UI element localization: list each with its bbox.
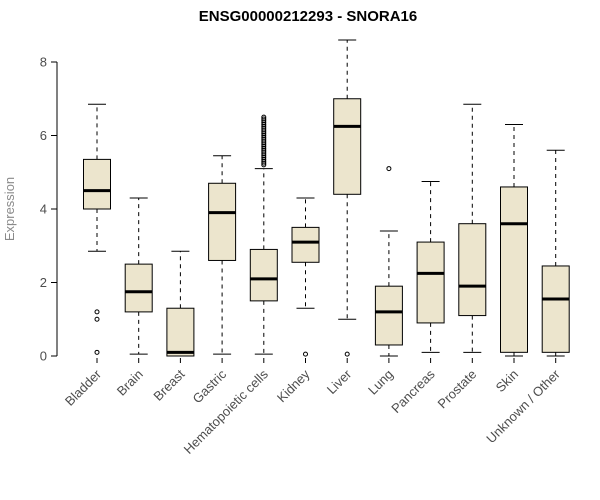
box bbox=[541, 265, 570, 353]
y-tick-label: 6 bbox=[40, 128, 47, 143]
x-category-label: Prostate bbox=[435, 367, 480, 412]
x-category-label: Skin bbox=[493, 367, 521, 395]
boxplot-group: Brain bbox=[114, 197, 153, 399]
plot-area: 0 2 4 6 8 Bladder Brain Breast GastricHematopoie… bbox=[40, 39, 570, 457]
box bbox=[166, 307, 195, 357]
box bbox=[374, 285, 403, 346]
outlier-point bbox=[94, 316, 100, 322]
boxplot-group: Lung bbox=[365, 166, 403, 398]
box bbox=[500, 186, 528, 353]
outlier-point bbox=[386, 166, 392, 172]
outlier-point bbox=[94, 309, 100, 315]
outlier-point bbox=[303, 351, 308, 357]
outlier-point bbox=[344, 351, 350, 357]
x-category-label: Lung bbox=[365, 367, 396, 398]
boxplot-group: Kidney bbox=[274, 197, 320, 405]
boxplot-group: Bladder bbox=[62, 103, 111, 409]
y-axis: 0 2 4 6 8 bbox=[40, 55, 58, 364]
x-category-label: Bladder bbox=[62, 366, 105, 409]
boxplot-group: Liver bbox=[324, 39, 362, 397]
boxplot-group: Hematopoietic cells bbox=[181, 114, 278, 457]
x-category-label: Kidney bbox=[274, 366, 313, 405]
y-tick-label: 2 bbox=[40, 275, 47, 290]
x-category-label: Breast bbox=[150, 366, 187, 403]
x-category-label: Gastric bbox=[190, 366, 230, 406]
y-axis-label: Expression bbox=[2, 177, 17, 241]
boxplot-group: Breast bbox=[150, 250, 195, 404]
box bbox=[249, 248, 278, 302]
x-category-label: Liver bbox=[324, 366, 355, 397]
x-category-label: Unknown / Other bbox=[483, 366, 563, 446]
box bbox=[458, 223, 487, 317]
outlier-point bbox=[261, 116, 267, 122]
x-category-label: Brain bbox=[114, 367, 146, 399]
chart-title: ENSG00000212293 - SNORA16 bbox=[199, 8, 417, 25]
y-tick-label: 4 bbox=[40, 202, 47, 217]
box bbox=[83, 158, 111, 210]
x-category-label: Pancreas bbox=[388, 366, 438, 416]
box bbox=[333, 98, 362, 195]
box bbox=[291, 226, 320, 263]
outlier-point bbox=[261, 114, 267, 120]
outlier-point bbox=[94, 349, 100, 355]
box bbox=[124, 263, 153, 313]
boxplot-group: Gastric bbox=[190, 155, 237, 406]
y-tick-label: 0 bbox=[40, 349, 47, 364]
boxplot-group: Skin bbox=[493, 123, 528, 395]
box bbox=[208, 182, 237, 261]
box bbox=[416, 241, 445, 324]
y-tick-label: 8 bbox=[40, 55, 47, 70]
